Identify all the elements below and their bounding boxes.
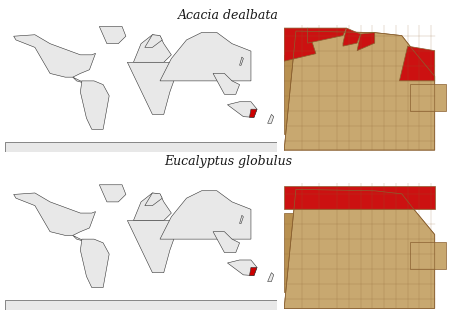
Polygon shape [99, 27, 126, 44]
Polygon shape [308, 28, 346, 43]
Polygon shape [268, 273, 274, 282]
Polygon shape [228, 260, 257, 276]
Text: Acacia dealbata: Acacia dealbata [178, 9, 279, 23]
Polygon shape [133, 193, 171, 221]
Polygon shape [145, 193, 162, 206]
Polygon shape [80, 239, 109, 288]
Polygon shape [160, 33, 251, 81]
Polygon shape [145, 35, 162, 47]
Polygon shape [133, 35, 171, 62]
Polygon shape [239, 215, 244, 223]
Polygon shape [80, 81, 109, 129]
Polygon shape [14, 35, 96, 77]
Polygon shape [284, 31, 435, 150]
Polygon shape [5, 142, 277, 155]
Polygon shape [268, 114, 274, 123]
Polygon shape [357, 33, 375, 51]
Polygon shape [99, 185, 126, 202]
Polygon shape [410, 242, 446, 269]
Polygon shape [73, 235, 84, 241]
Polygon shape [239, 57, 244, 65]
Polygon shape [399, 46, 435, 81]
Polygon shape [284, 55, 323, 134]
Polygon shape [14, 193, 96, 235]
Polygon shape [410, 84, 446, 111]
Polygon shape [213, 74, 239, 94]
Polygon shape [284, 189, 435, 308]
Polygon shape [228, 102, 257, 117]
Polygon shape [73, 77, 84, 82]
Polygon shape [160, 191, 251, 239]
Polygon shape [250, 109, 257, 117]
Polygon shape [128, 221, 179, 273]
Polygon shape [284, 186, 435, 209]
Polygon shape [343, 28, 361, 46]
Polygon shape [250, 267, 257, 276]
Polygon shape [284, 213, 323, 292]
Polygon shape [128, 62, 179, 114]
Text: Eucalyptus globulus: Eucalyptus globulus [165, 155, 292, 168]
Polygon shape [5, 300, 277, 313]
Polygon shape [213, 232, 239, 253]
Polygon shape [284, 28, 316, 61]
